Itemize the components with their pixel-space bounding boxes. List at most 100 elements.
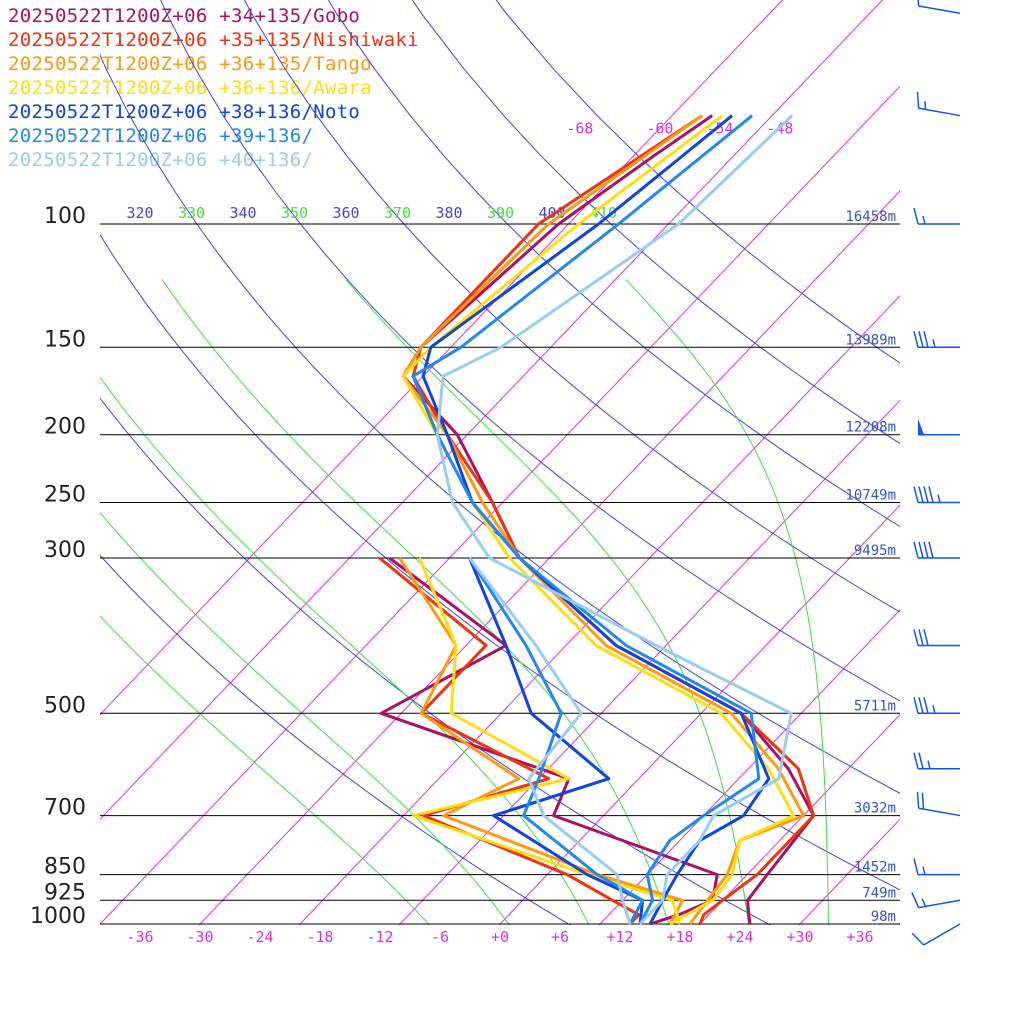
wind-barb [916,91,961,117]
dry-adiabat-line [100,53,900,794]
moist-adiabat-line [345,279,750,925]
legend: 20250522T1200Z+06 +34+135/Gobo 20250522T1… [8,4,419,172]
wind-barb-flag [918,697,924,714]
moist-adiabat-line [100,615,431,925]
wind-barb-staff [918,5,961,15]
wind-barb-halfflag [921,898,927,907]
pressure-label: 1000 [30,904,86,929]
dry-adiabat-line [495,0,900,364]
isotherm-line [798,818,900,925]
temperature-tick: +36 [846,928,873,946]
wind-barb-halfflag [937,494,941,503]
height-label: 98m [871,909,896,925]
height-label: 9495m [854,543,896,559]
wind-barb-flag [916,791,920,809]
wind-barb-flag [923,697,929,714]
theta-label: 370 [384,204,411,222]
height-label: 12208m [845,420,896,436]
theta-label: 320 [126,204,153,222]
wind-barb-flag [921,792,925,810]
temperature-tick: -36 [126,928,153,946]
theta-label: 400 [538,204,565,222]
temperature-profile-line [401,114,806,925]
temperature-tick: +12 [606,928,633,946]
wind-barb [913,541,960,559]
isotherm-line [698,713,900,925]
theta-label: 360 [332,204,359,222]
wind-barb-flag [911,932,925,946]
wind-barb-flag [918,752,924,769]
wind-barb-halfflag [922,215,926,225]
pressure-label: 850 [44,855,86,880]
wind-barb-flag [913,207,919,225]
legend-entry: 20250522T1200Z+06 +39+136/ [8,125,314,147]
wind-barb-flag [923,541,929,559]
moist-adiabat-lines [100,279,830,925]
wind-barb [916,791,961,817]
pressure-label: 100 [44,204,86,229]
isobar-lines [100,223,900,925]
wind-barb [911,892,961,909]
dewpoint-profile-line [398,557,685,925]
pressure-label: 150 [44,327,86,352]
wind-barb-flag [923,331,929,348]
wind-barb-flag [918,331,924,348]
upper-temperature-label: -68 [566,119,593,137]
legend-entry: 20250522T1200Z+06 +36+135/Tango [8,53,372,75]
dry-adiabat-line [100,397,772,925]
dewpoint-profile-line [468,557,632,925]
height-label: 749m [862,885,896,901]
wind-barb [913,486,960,504]
wind-barb-halfflag [932,339,936,348]
pressure-label: 700 [44,796,86,821]
pressure-label: 250 [44,483,86,508]
wind-barb-flag [916,91,920,109]
wind-barb-flag [913,752,919,769]
wind-barb [913,697,960,715]
wind-barb-pennant [918,418,924,435]
height-labels: 16458m 13989m 12208m 10749m 9495m 5711m 3032m 1… [845,209,896,925]
wind-barb [917,0,961,15]
temperature-profile-line [435,114,794,925]
isotherm-line [100,85,900,925]
dewpoint-profile-line [412,557,682,925]
isotherm-line [198,190,900,925]
height-label: 10749m [845,488,896,504]
wind-barb [913,207,960,225]
isotherm-line [100,0,784,716]
wind-barb-halfflag [922,866,926,875]
wind-barb-flag [913,331,919,348]
temperature-tick: -30 [186,928,213,946]
temperature-tick: +30 [786,928,813,946]
wind-barb-flag [913,858,919,875]
dry-adiabat-line [160,0,900,702]
moist-adiabat-line [100,376,590,925]
isotherm-line [398,399,900,925]
height-label: 5711m [854,698,896,714]
theta-label: 350 [281,204,308,222]
temperature-tick: +24 [726,928,753,946]
isotherm-line [298,295,900,925]
temperature-tick: -24 [246,928,273,946]
wind-barb-flag [911,892,920,908]
height-label: 3032m [854,801,896,817]
legend-entry: 20250522T1200Z+06 +40+136/ [8,149,314,171]
dry-adiabat-line [327,0,900,528]
wind-barb-flag [913,629,919,646]
wind-barb-flag [918,541,924,559]
wind-barb [911,923,961,946]
wind-barb-halfflag [927,760,931,769]
upper-temperature-label: -60 [646,119,673,137]
isotherm-lines [100,0,900,925]
temperature-profile-line [401,114,796,925]
wind-barbs [911,0,961,946]
temperature-tick: +0 [491,928,509,946]
wind-barb [913,629,960,647]
wind-barb-flag [928,541,934,559]
wind-barb-halfflag [924,101,927,110]
wind-barb-flag [913,486,919,503]
temperature-tick: +6 [551,928,569,946]
temperature-profile-line [421,114,771,925]
pressure-label: 925 [44,880,86,905]
